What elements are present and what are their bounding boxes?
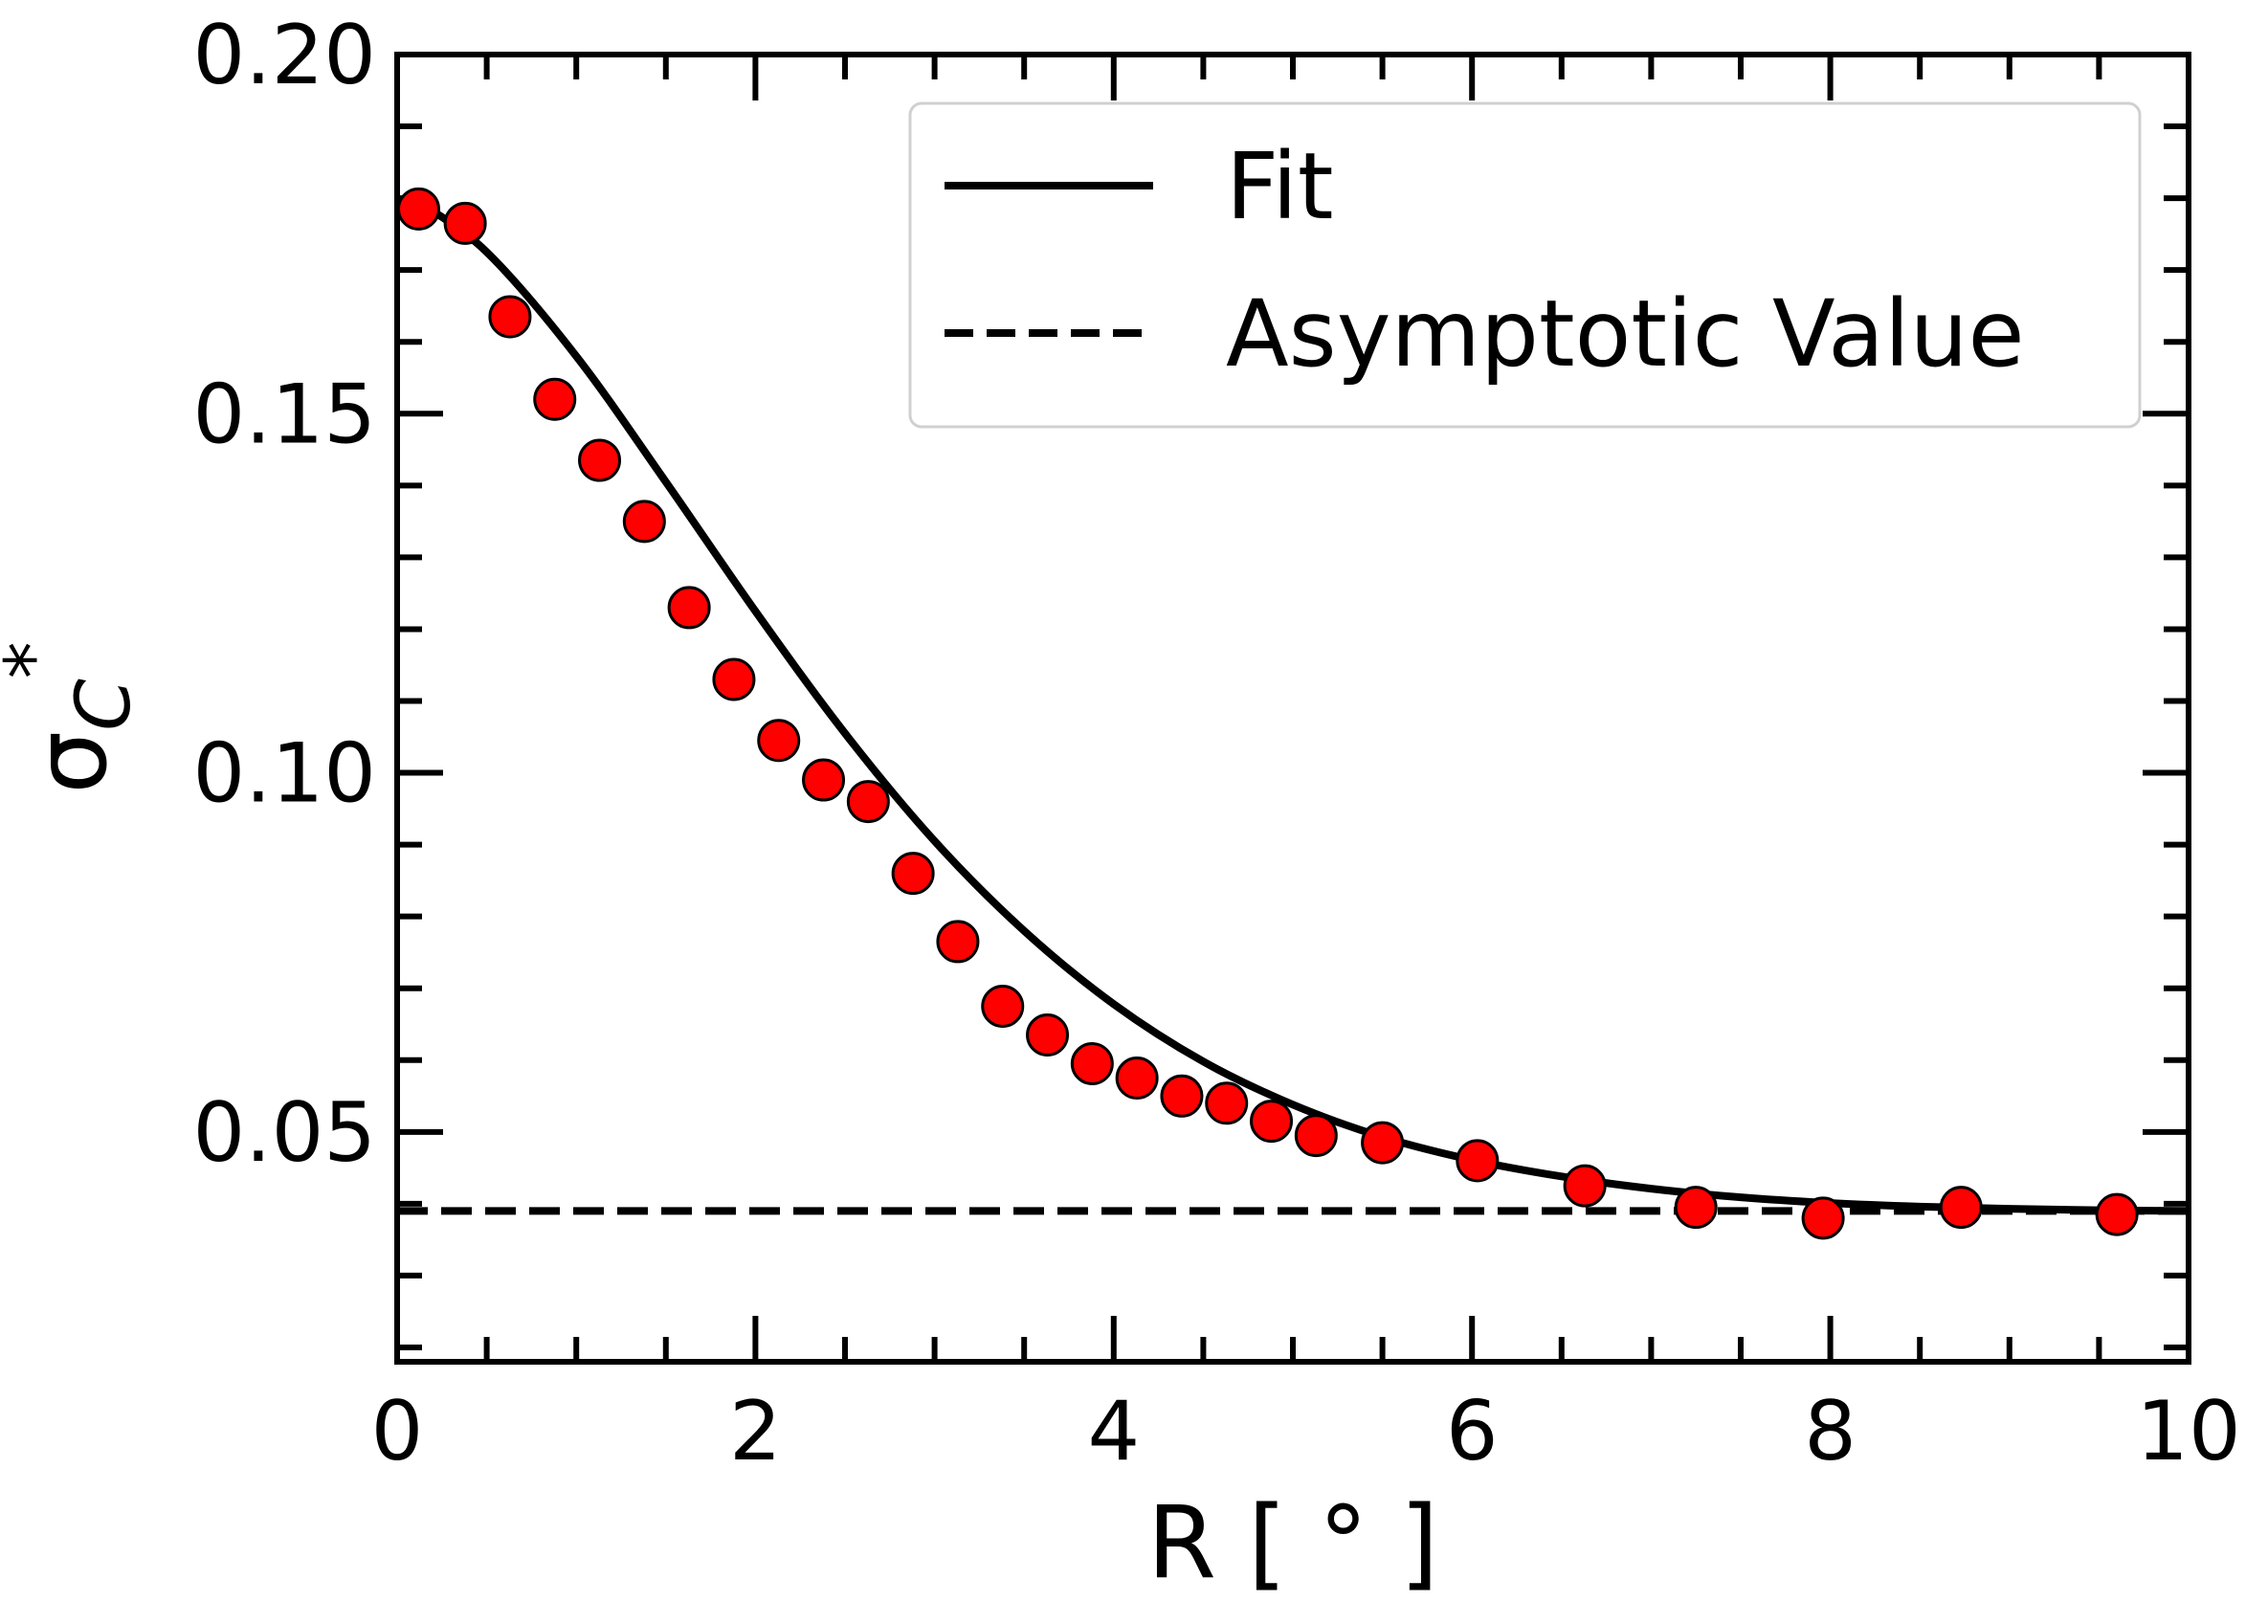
- data-point: [1160, 1074, 1204, 1118]
- y-tick-label: 0.05: [193, 1085, 376, 1181]
- y-tick-labels: 0.05 0.10 0.15 0.20: [193, 8, 376, 1181]
- y-tick-label: 0.20: [193, 8, 376, 103]
- data-point: [667, 586, 711, 630]
- data-point: [443, 201, 487, 245]
- x-tick-label: 10: [2136, 1384, 2240, 1479]
- plot-frame: [394, 52, 2191, 1365]
- y-tick-label: 0.15: [193, 367, 376, 462]
- y-axis-title: σC*: [0, 641, 147, 793]
- data-point: [1115, 1057, 1159, 1101]
- data-point: [1674, 1186, 1718, 1230]
- data-point: [1250, 1100, 1294, 1144]
- data-point: [1205, 1081, 1249, 1125]
- x-tick-label: 6: [1446, 1384, 1499, 1479]
- data-point: [757, 719, 801, 763]
- scatter-points: [396, 187, 2139, 1240]
- data-point: [578, 438, 622, 482]
- x-tick-label: 8: [1804, 1384, 1857, 1479]
- y-axis-title-symbol: σ: [12, 731, 129, 794]
- x-tick-labels: 0 2 4 6 8 10: [371, 1384, 2241, 1479]
- legend-asymptote-label: Asymptotic Value: [1226, 280, 2025, 388]
- data-point: [488, 295, 532, 339]
- data-point: [802, 758, 846, 802]
- data-point: [1070, 1042, 1114, 1086]
- data-point: [936, 920, 980, 964]
- x-tick-label: 2: [729, 1384, 782, 1479]
- data-point: [1456, 1139, 1500, 1183]
- data-point: [891, 852, 935, 896]
- data-point: [2095, 1192, 2139, 1236]
- x-tick-label: 4: [1087, 1384, 1140, 1479]
- legend-fit-label: Fit: [1226, 133, 1334, 240]
- svg-text:σC*: σC*: [0, 641, 147, 793]
- y-tick-label: 0.10: [193, 726, 376, 822]
- data-point: [396, 187, 440, 231]
- x-tick-label: 0: [371, 1384, 424, 1479]
- data-point: [1294, 1114, 1338, 1158]
- data-point: [1939, 1186, 1983, 1230]
- data-point: [981, 984, 1025, 1028]
- data-point: [533, 377, 577, 421]
- y-axis-title-superscript: *: [0, 641, 77, 679]
- data-point: [622, 500, 666, 544]
- data-point: [1563, 1164, 1607, 1208]
- x-axis-title: R [ ° ]: [1147, 1484, 1439, 1601]
- fit-layer: [416, 198, 2190, 1215]
- data-point: [1801, 1196, 1845, 1240]
- legend: Fit Asymptotic Value: [908, 101, 2142, 429]
- fit-curve: [416, 198, 2190, 1215]
- data-point: [1361, 1121, 1405, 1165]
- y-axis-title-subscript: C: [61, 679, 147, 731]
- data-point: [846, 780, 890, 824]
- data-point: [1026, 1013, 1070, 1057]
- legend-box: [908, 101, 2142, 429]
- data-point: [712, 657, 756, 701]
